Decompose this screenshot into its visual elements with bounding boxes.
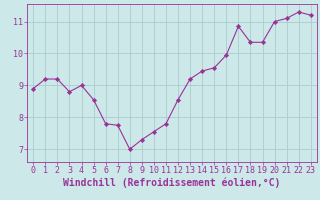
- X-axis label: Windchill (Refroidissement éolien,°C): Windchill (Refroidissement éolien,°C): [63, 178, 281, 188]
